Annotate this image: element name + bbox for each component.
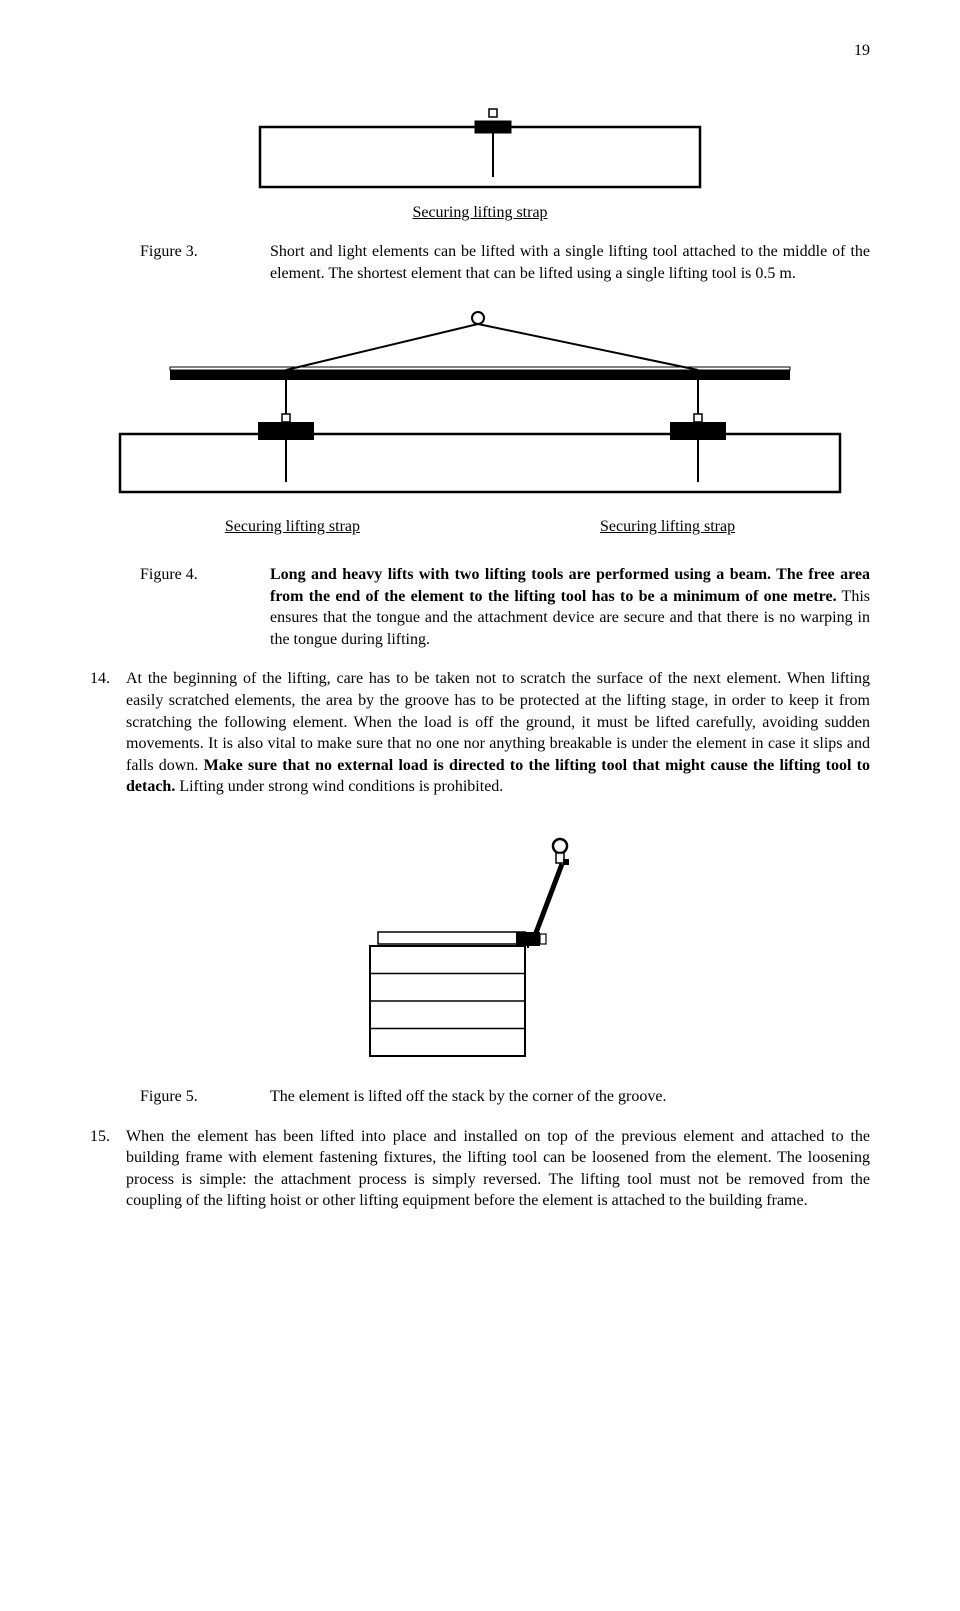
figure-5-text: The element is lifted off the stack by t… (270, 1086, 870, 1108)
figure-4-label: Figure 4. (140, 564, 230, 650)
figure-4-block: Figure 4. Long and heavy lifts with two … (140, 564, 870, 650)
figure-3-diagram (90, 72, 870, 192)
figure-3-block: Figure 3. Short and light elements can b… (140, 241, 870, 284)
stack-lift-diagram (330, 816, 630, 1076)
securing-strap-label: Securing lifting strap (412, 204, 547, 221)
list-item-14: 14. At the beginning of the lifting, car… (90, 668, 870, 798)
item-14-text-b: Lifting under strong wind conditions is … (175, 778, 503, 795)
figure-4-text: Long and heavy lifts with two lifting to… (270, 564, 870, 650)
figure-4-diagram (90, 302, 870, 502)
figure-5-block: Figure 5. The element is lifted off the … (140, 1086, 870, 1108)
beam-lift-diagram (100, 302, 860, 502)
figure-3-label: Figure 3. (140, 241, 230, 284)
list-item-15-number: 15. (90, 1126, 118, 1212)
securing-strap-label-left: Securing lifting strap (225, 516, 360, 538)
figure-5-diagram (90, 816, 870, 1076)
figure-5-label: Figure 5. (140, 1086, 230, 1108)
list-item-15: 15. When the element has been lifted int… (90, 1126, 870, 1212)
single-clamp-diagram (230, 72, 730, 192)
figure-3-text: Short and light elements can be lifted w… (270, 241, 870, 284)
page-number: 19 (90, 40, 870, 62)
list-item-15-text: When the element has been lifted into pl… (126, 1126, 870, 1212)
list-item-14-number: 14. (90, 668, 118, 798)
list-item-14-text: At the beginning of the lifting, care ha… (126, 668, 870, 798)
figure-4-text-bold: Long and heavy lifts with two lifting to… (270, 566, 870, 605)
securing-strap-label-right: Securing lifting strap (600, 516, 735, 538)
